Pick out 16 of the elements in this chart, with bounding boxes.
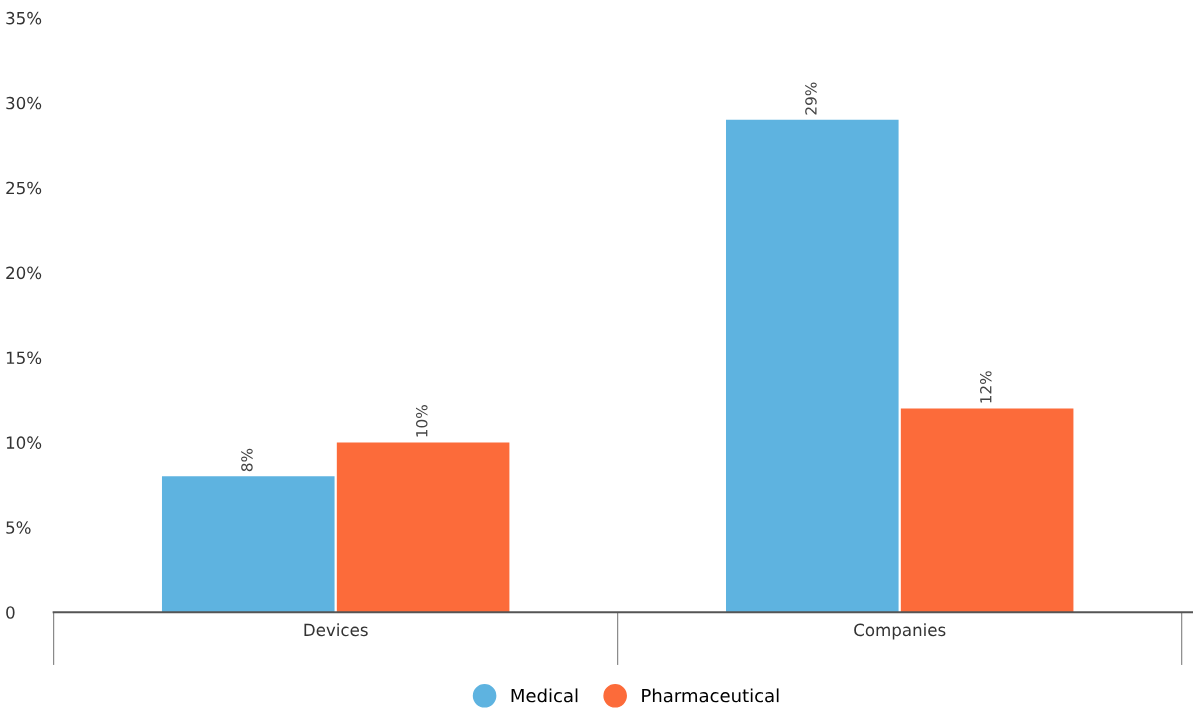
y-tick-label: 15% [6,351,42,365]
y-tick-label: 10% [6,436,42,449]
y-tick-label: 0 [6,606,15,619]
x-tick-label: Devices [304,623,368,637]
data-label: 8% [241,448,253,472]
data-label: 29% [805,82,817,115]
data-label: 10% [415,405,428,437]
y-tick-label: 5% [6,521,31,534]
y-tick-label: 20% [6,266,42,280]
y-tick-label: 35% [6,11,42,25]
y-tick-label: 25% [6,181,42,195]
x-tick-label: Companies [854,623,946,640]
legend-label: Pharmaceutical [642,688,779,703]
data-label: 12% [980,371,992,403]
legend-label: Medical [511,688,578,703]
y-tick-label: 30% [6,96,42,110]
